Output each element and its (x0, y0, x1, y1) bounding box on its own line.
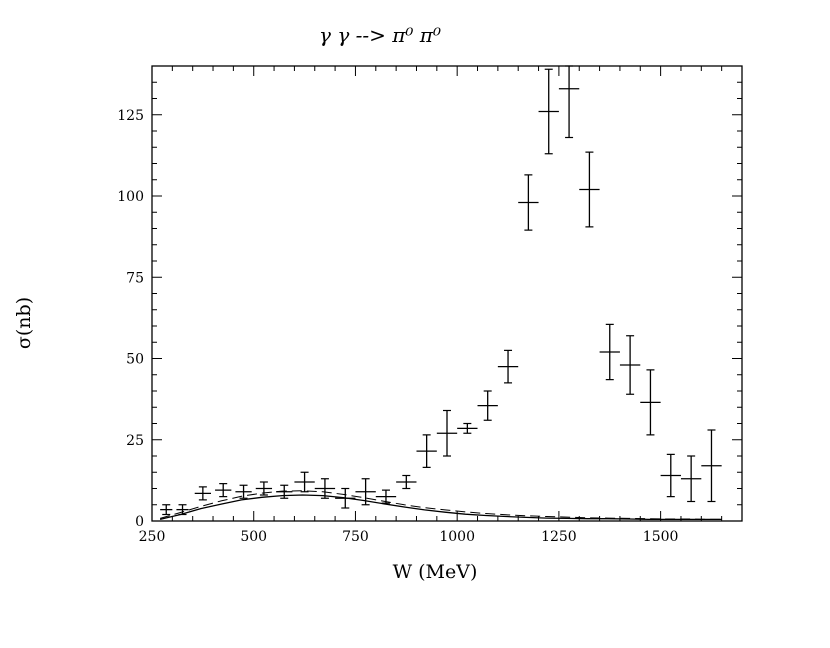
data-point (176, 504, 189, 516)
data-point (416, 434, 437, 468)
data-point (436, 409, 458, 457)
data-point (335, 487, 356, 509)
model-curves (159, 490, 722, 521)
chart-title: γ γ --> π⁰ π⁰ (319, 23, 441, 47)
x-tick-label: 250 (139, 529, 166, 545)
data-point (640, 369, 661, 436)
x-tick-label: 500 (240, 529, 267, 545)
data-point (701, 429, 722, 503)
data-point (235, 484, 252, 499)
data-point (477, 390, 498, 421)
y-tick-label: 0 (135, 514, 144, 530)
y-tick-label: 25 (126, 433, 144, 449)
x-tick-label: 750 (342, 529, 369, 545)
dashed-curve (159, 490, 722, 520)
data-point (579, 151, 600, 228)
data-point (599, 323, 620, 381)
data-point (255, 481, 273, 496)
data-point (294, 471, 315, 493)
data-point (396, 474, 417, 490)
y-tick-label: 100 (117, 189, 144, 205)
data-point (276, 484, 293, 499)
y-tick-label: 75 (126, 270, 144, 286)
data-point (660, 453, 681, 498)
data-point (680, 455, 702, 503)
tick-labels: 250 500 750 1000 1250 1500 0 25 50 75 100 125 (117, 108, 678, 545)
data-point (355, 478, 376, 506)
data-point (538, 68, 559, 155)
data-point (497, 349, 519, 384)
y-tick-label: 50 (126, 352, 144, 368)
axis-ticks (151, 65, 743, 522)
x-tick-label: 1500 (643, 529, 679, 545)
data-point (160, 504, 173, 516)
y-tick-label: 125 (117, 108, 144, 124)
data-point (457, 422, 478, 434)
data-points (160, 65, 722, 516)
data-point (194, 486, 211, 501)
solid-curve (159, 494, 722, 521)
data-point (619, 335, 641, 395)
data-point (518, 174, 539, 231)
x-tick-label: 1250 (541, 529, 577, 545)
data-point (215, 483, 232, 498)
y-axis-label: σ(nb) (13, 297, 35, 349)
data-point (558, 65, 580, 139)
x-tick-label: 1000 (439, 529, 475, 545)
data-point (314, 478, 336, 499)
x-axis-label: W (MeV) (393, 561, 478, 583)
data-point (375, 489, 397, 504)
